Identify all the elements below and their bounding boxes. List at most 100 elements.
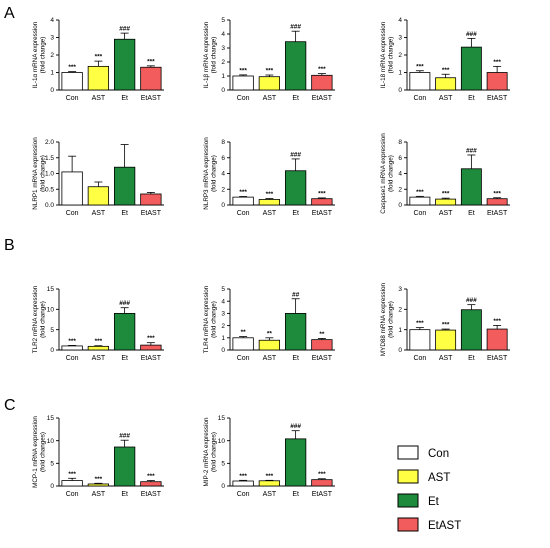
y-tick-label-il1b: 4 — [221, 31, 225, 38]
y-axis-label-mcp1: MCP-1 mRNA expression — [32, 416, 39, 488]
bar-tlr2-EtAST — [140, 344, 162, 351]
significance-label-mcp1-EtAST: *** — [147, 473, 155, 480]
bar-tlr2-Con — [61, 345, 83, 351]
category-label-nlrp3-Et: Et — [292, 210, 299, 217]
category-label-il18-Et: Et — [468, 95, 475, 102]
category-label-mip2-AST: AST — [263, 491, 277, 498]
category-label-mip2-EtAST: EtAST — [312, 491, 333, 498]
significance-label-mcp1-Con: *** — [68, 471, 76, 478]
y-axis-label-nlrp3: NLRP3 mRNA expression — [203, 137, 210, 210]
category-label-il18-Con: Con — [413, 95, 426, 102]
category-label-il18-EtAST: EtAST — [487, 95, 508, 102]
significance-label-tlr4-Et: ## — [292, 291, 300, 298]
category-label-il18-AST: AST — [439, 95, 453, 102]
significance-label-il18-AST: *** — [442, 67, 450, 74]
category-label-tlr4-AST: AST — [263, 355, 277, 362]
bar-il1b-AST — [258, 76, 281, 91]
y-axis-label-myd88: (fold change) — [388, 301, 395, 338]
significance-label-tlr2-AST: *** — [95, 338, 103, 345]
bar-il1a-Con — [61, 72, 83, 91]
y-axis-label-mcp1: (fold changes) — [40, 432, 47, 472]
significance-label-il1b-Et: ### — [290, 24, 301, 31]
category-label-mip2-Con: Con — [237, 491, 250, 498]
significance-label-myd88-EtAST: *** — [493, 318, 501, 325]
bar-casp1-EtAST — [486, 198, 508, 206]
category-label-tlr2-Et: Et — [121, 355, 128, 362]
y-tick-label-il18: 2 — [398, 52, 402, 59]
bar-mip2-EtAST — [311, 479, 333, 487]
chart-tlr4: 0 1 2 3 4 5 TLR4 mRNA expression (fold change) *… — [203, 285, 335, 362]
bar-tlr2-AST — [87, 345, 110, 351]
category-label-casp1-Et: Et — [468, 210, 475, 217]
y-tick-label-myd88: 2 — [398, 307, 402, 314]
chart-casp1: 0 2 4 6 8 Caspase1 mRNA expression (fold chang… — [380, 133, 510, 217]
bar-tlr4-EtAST — [311, 339, 333, 351]
legend-label-AST: AST — [428, 472, 450, 484]
y-tick-label-nlrp3: 8 — [221, 139, 225, 146]
bar-nlrp3-AST — [258, 199, 281, 206]
y-axis-label-il1a: (fold change) — [40, 37, 47, 74]
category-label-il1b-EtAST: EtAST — [312, 95, 333, 102]
y-tick-label-nlrp1: 0.0 — [45, 202, 54, 209]
y-tick-label-mip2: 5 — [221, 461, 225, 468]
y-axis-label-tlr2: TLR2 mRNA expression — [32, 285, 39, 353]
category-label-nlrp1-Con: Con — [66, 210, 79, 217]
y-tick-label-tlr4: 1 — [221, 335, 225, 342]
y-tick-label-casp1: 2 — [398, 186, 402, 193]
category-label-nlrp1-EtAST: EtAST — [141, 210, 162, 217]
y-tick-label-tlr2: 15 — [47, 286, 55, 293]
category-label-mcp1-Con: Con — [66, 491, 79, 498]
y-tick-label-tlr4: 2 — [221, 323, 225, 330]
bar-mcp1-Con — [61, 480, 83, 487]
significance-label-tlr4-AST: ** — [267, 330, 273, 337]
bar-tlr4-Con — [232, 337, 254, 351]
significance-label-nlrp3-EtAST: *** — [318, 190, 326, 197]
category-label-il1b-Con: Con — [237, 95, 250, 102]
y-tick-label-casp1: 4 — [398, 171, 402, 178]
panel-letter-A: A — [4, 5, 15, 22]
bar-tlr4-Et — [284, 312, 307, 351]
y-tick-label-nlrp3: 0 — [221, 202, 225, 209]
category-label-il1b-AST: AST — [263, 95, 277, 102]
bar-mip2-Et — [284, 438, 307, 487]
category-label-mcp1-EtAST: EtAST — [141, 491, 162, 498]
y-tick-label-myd88: 1 — [398, 327, 402, 334]
y-axis-label-myd88: MYD88 mRNA expression — [380, 282, 387, 356]
category-label-mcp1-Et: Et — [121, 491, 128, 498]
y-tick-label-nlrp1: 2.0 — [45, 139, 54, 146]
bar-il1a-EtAST — [140, 66, 162, 91]
y-tick-label-mip2: 0 — [221, 483, 225, 490]
significance-label-mip2-EtAST: *** — [318, 471, 326, 478]
category-label-il1b-Et: Et — [292, 95, 299, 102]
category-label-myd88-AST: AST — [439, 355, 453, 362]
y-tick-label-nlrp1: 1.5 — [45, 155, 54, 162]
category-label-nlrp1-AST: AST — [92, 210, 106, 217]
y-axis-label-tlr4: TLR4 mRNA expression — [203, 285, 210, 353]
significance-label-il1b-EtAST: *** — [318, 66, 326, 73]
y-axis-label-mip2: MIP-2 mRNA expression — [203, 417, 210, 486]
y-tick-label-il1b: 5 — [221, 17, 225, 24]
category-label-tlr2-Con: Con — [66, 355, 79, 362]
bar-il1b-Et — [284, 41, 307, 91]
y-tick-label-mcp1: 10 — [47, 438, 55, 445]
bar-mcp1-AST — [87, 483, 110, 487]
significance-label-il1a-EtAST: *** — [147, 58, 155, 65]
y-tick-label-nlrp3: 2 — [221, 186, 225, 193]
panel-letter-C: C — [4, 397, 16, 414]
significance-label-tlr2-EtAST: *** — [147, 335, 155, 342]
y-tick-label-casp1: 0 — [398, 202, 402, 209]
category-label-tlr4-EtAST: EtAST — [312, 355, 333, 362]
significance-label-casp1-Con: *** — [416, 189, 424, 196]
significance-label-casp1-Et: ### — [466, 147, 477, 154]
bar-myd88-EtAST — [486, 328, 508, 351]
y-axis-label-il18: IL-18 mRNA expression — [380, 21, 387, 88]
y-tick-label-il1b: 2 — [221, 59, 225, 66]
y-tick-label-il18: 0 — [398, 87, 402, 94]
bar-mip2-Con — [232, 480, 254, 487]
y-axis-label-casp1: Caspase1 mRNA expression — [380, 133, 387, 214]
chart-myd88: 0 1 2 3 MYD88 mRNA expression (fold change) **… — [380, 282, 510, 362]
bar-mcp1-EtAST — [140, 481, 162, 487]
y-axis-label-casp1: (fold change) — [388, 155, 395, 192]
significance-label-myd88-AST: *** — [442, 322, 450, 329]
y-tick-label-mcp1: 5 — [50, 461, 54, 468]
